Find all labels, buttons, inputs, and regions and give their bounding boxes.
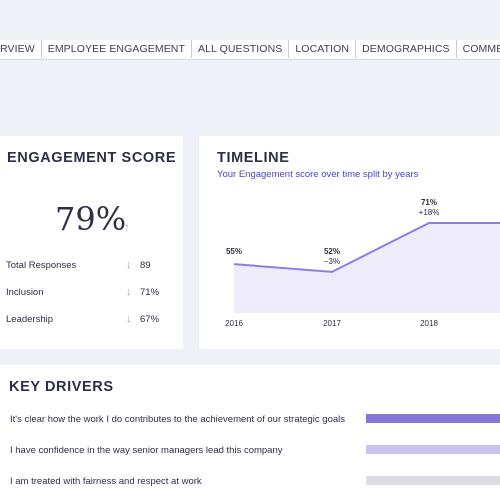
- chart-labels: 55% 2016 52%−3% 2017 71%+18% 2018: [225, 198, 439, 328]
- tab-demographics[interactable]: DEMOGRAPHICS: [356, 40, 457, 58]
- arrow-up-icon: ↑: [124, 220, 130, 234]
- driver-bar: [366, 476, 500, 485]
- metric-value: 71%: [140, 287, 160, 298]
- driver-label: I am treated with fairness and respect a…: [10, 476, 202, 487]
- engagement-score-card: [0, 136, 183, 349]
- metric-label: Inclusion: [6, 287, 44, 298]
- metric-total-responses: Total Responses ↓ 89: [6, 259, 176, 274]
- chart-area: [234, 223, 500, 313]
- x-tick-label: 2018: [420, 319, 438, 328]
- x-tick-label: 2016: [225, 319, 243, 328]
- timeline-title: TIMELINE: [217, 150, 290, 166]
- metric-value: 89: [140, 260, 151, 271]
- arrow-down-icon: ↓: [126, 286, 132, 298]
- arrow-down-icon: ↓: [126, 259, 132, 271]
- tab-employee-engagement[interactable]: EMPLOYEE ENGAGEMENT: [42, 40, 192, 58]
- driver-bar: [366, 414, 500, 423]
- metric-label: Leadership: [6, 314, 54, 325]
- tab-overview[interactable]: RVIEW: [0, 40, 42, 58]
- driver-label: I have confidence in the way senior mana…: [10, 445, 283, 456]
- chart-line: [233, 222, 500, 273]
- data-label: 71%: [421, 198, 437, 207]
- data-label: 55%: [226, 247, 242, 256]
- driver-bar: [366, 445, 500, 454]
- tab-all-questions[interactable]: ALL QUESTIONS: [192, 40, 290, 58]
- timeline-chart: 55% 2016 52%−3% 2017 71%+18% 2018: [225, 198, 500, 328]
- change-label: +18%: [419, 208, 440, 217]
- x-tick-label: 2017: [323, 319, 341, 328]
- tab-comments[interactable]: COMMENTS: [457, 40, 500, 58]
- tab-location[interactable]: LOCATION: [289, 40, 357, 58]
- metric-inclusion: Inclusion ↓ 71%: [6, 286, 176, 301]
- change-label: −3%: [324, 257, 340, 266]
- arrow-down-icon: ↓: [126, 313, 132, 325]
- metric-label: Total Responses: [6, 260, 77, 271]
- engagement-score-title: ENGAGEMENT SCORE: [7, 150, 177, 166]
- data-label: 52%: [324, 247, 340, 256]
- metric-value: 67%: [140, 314, 160, 325]
- tab-bar: RVIEW EMPLOYEE ENGAGEMENT ALL QUESTIONS …: [0, 40, 500, 60]
- engagement-score-value: 79%: [55, 200, 127, 238]
- key-drivers-title: KEY DRIVERS: [9, 379, 114, 395]
- timeline-subtitle: Your Engagement score over time split by…: [217, 169, 419, 180]
- metric-leadership: Leadership ↓ 67%: [6, 313, 176, 328]
- driver-label: It's clear how the work I do contributes…: [10, 414, 346, 425]
